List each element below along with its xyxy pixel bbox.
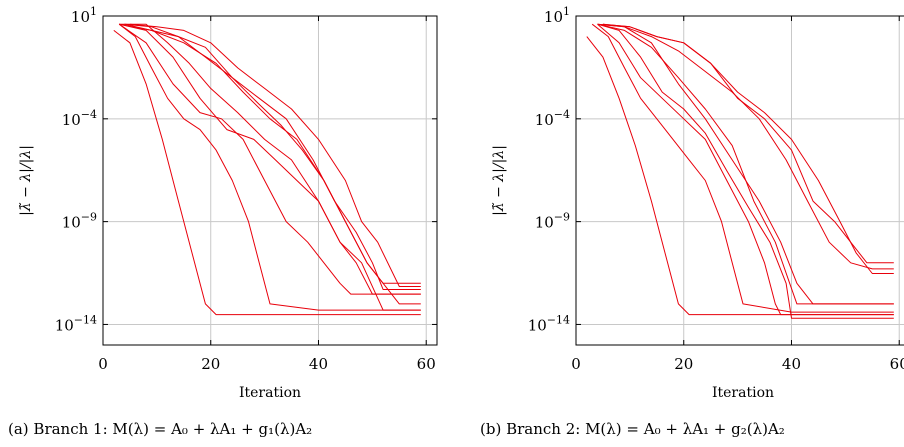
y-tick-label: 101: [71, 5, 97, 26]
series-group: [586, 23, 894, 319]
x-tick-label: 60: [890, 355, 904, 373]
y-tick-label: 101: [544, 5, 570, 26]
series-line-7: [597, 23, 894, 270]
series-line-2: [118, 23, 421, 311]
chart-branch-2: 0 20 40 60 101 10−4 10−9 10−14 Iteration |λ̃ − λ|…: [480, 5, 904, 438]
series-line-8: [602, 23, 894, 264]
subfigure-caption: (a) Branch 1: M(λ) = A₀ + λA₁ + g₁(λ)A₂: [8, 420, 312, 438]
y-axis-label: |λ̃ − λ|/|λ|: [18, 145, 34, 216]
x-tick-label: 40: [782, 355, 801, 373]
subfigure-caption: (b) Branch 2: M(λ) = A₀ + λA₁ + g₂(λ)A₂: [480, 420, 785, 438]
plot-frame: [575, 15, 904, 346]
series-line-9: [129, 23, 421, 287]
series-line-5: [119, 23, 421, 305]
y-tick-label: 10−14: [55, 313, 97, 334]
series-line-1: [113, 30, 421, 316]
y-tick-label: 10−4: [535, 108, 570, 129]
y-tick-label: 10−14: [528, 313, 570, 334]
y-tick-label: 10−9: [62, 211, 97, 232]
x-tick-label: 0: [98, 355, 108, 373]
series-group: [113, 23, 421, 316]
y-tick-label: 10−9: [535, 211, 570, 232]
y-tick-label: 10−4: [62, 108, 97, 129]
chart-branch-1: 0 20 40 60 101 10−4 10−9 10−14 Iteration |λ̃ − λ|…: [8, 5, 438, 438]
series-line-3: [597, 23, 894, 316]
x-tick-label: 20: [201, 355, 220, 373]
series-line-3: [118, 23, 421, 295]
series-line-9: [602, 23, 894, 274]
x-tick-label: 40: [309, 355, 328, 373]
series-line-6: [119, 23, 421, 311]
series-line-1: [586, 36, 894, 316]
x-tick-label: 20: [674, 355, 693, 373]
plot-frame: [102, 15, 438, 346]
x-tick-label: 60: [417, 355, 436, 373]
y-axis-label: |λ̃ − λ|/|λ|: [491, 145, 507, 216]
series-line-4: [597, 23, 894, 319]
series-line-8: [124, 23, 421, 284]
series-line-6: [597, 23, 894, 305]
series-line-5: [597, 23, 894, 305]
series-line-2: [591, 23, 894, 313]
x-axis-label: Iteration: [239, 385, 301, 401]
x-axis-label: Iteration: [712, 385, 774, 401]
series-line-4: [119, 23, 421, 295]
x-tick-label: 0: [571, 355, 581, 373]
